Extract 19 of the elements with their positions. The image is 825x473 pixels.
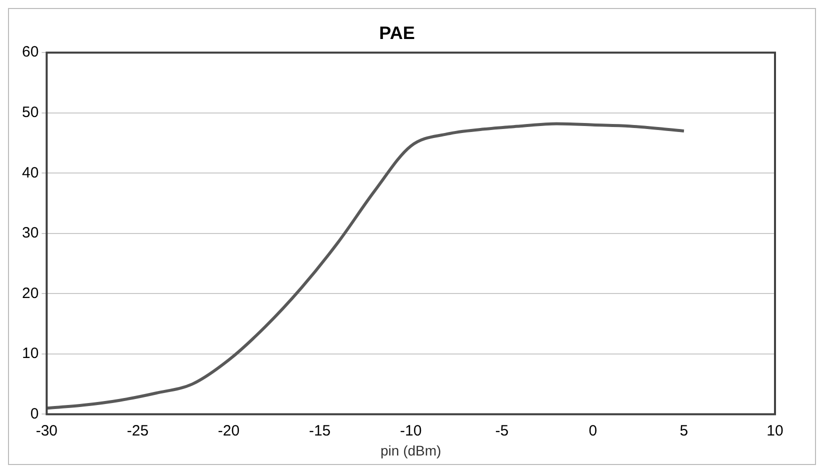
y-tick-label: 40 <box>22 164 39 182</box>
y-tick-label: 0 <box>30 405 39 422</box>
chart-title: PAE <box>379 22 415 43</box>
y-tick-label: 20 <box>22 284 39 302</box>
x-tick-label: -5 <box>495 422 509 440</box>
y-tick-label: 30 <box>22 224 39 242</box>
line-series <box>46 122 686 410</box>
x-tick-label: -10 <box>400 422 422 440</box>
x-tick-label: 10 <box>766 422 784 440</box>
y-tick-label: 50 <box>22 104 39 122</box>
y-tick-label: 10 <box>22 345 39 362</box>
x-tick-label: -15 <box>308 422 331 440</box>
x-axis-title: pin (dBm) <box>380 442 442 458</box>
x-tick-label: 0 <box>588 422 598 440</box>
x-tick-label: -30 <box>36 422 58 440</box>
x-tick-label: -25 <box>126 422 149 440</box>
x-tick-label: -20 <box>218 422 240 440</box>
x-tick-label: 5 <box>680 422 688 440</box>
y-tick-label: 60 <box>22 44 39 61</box>
